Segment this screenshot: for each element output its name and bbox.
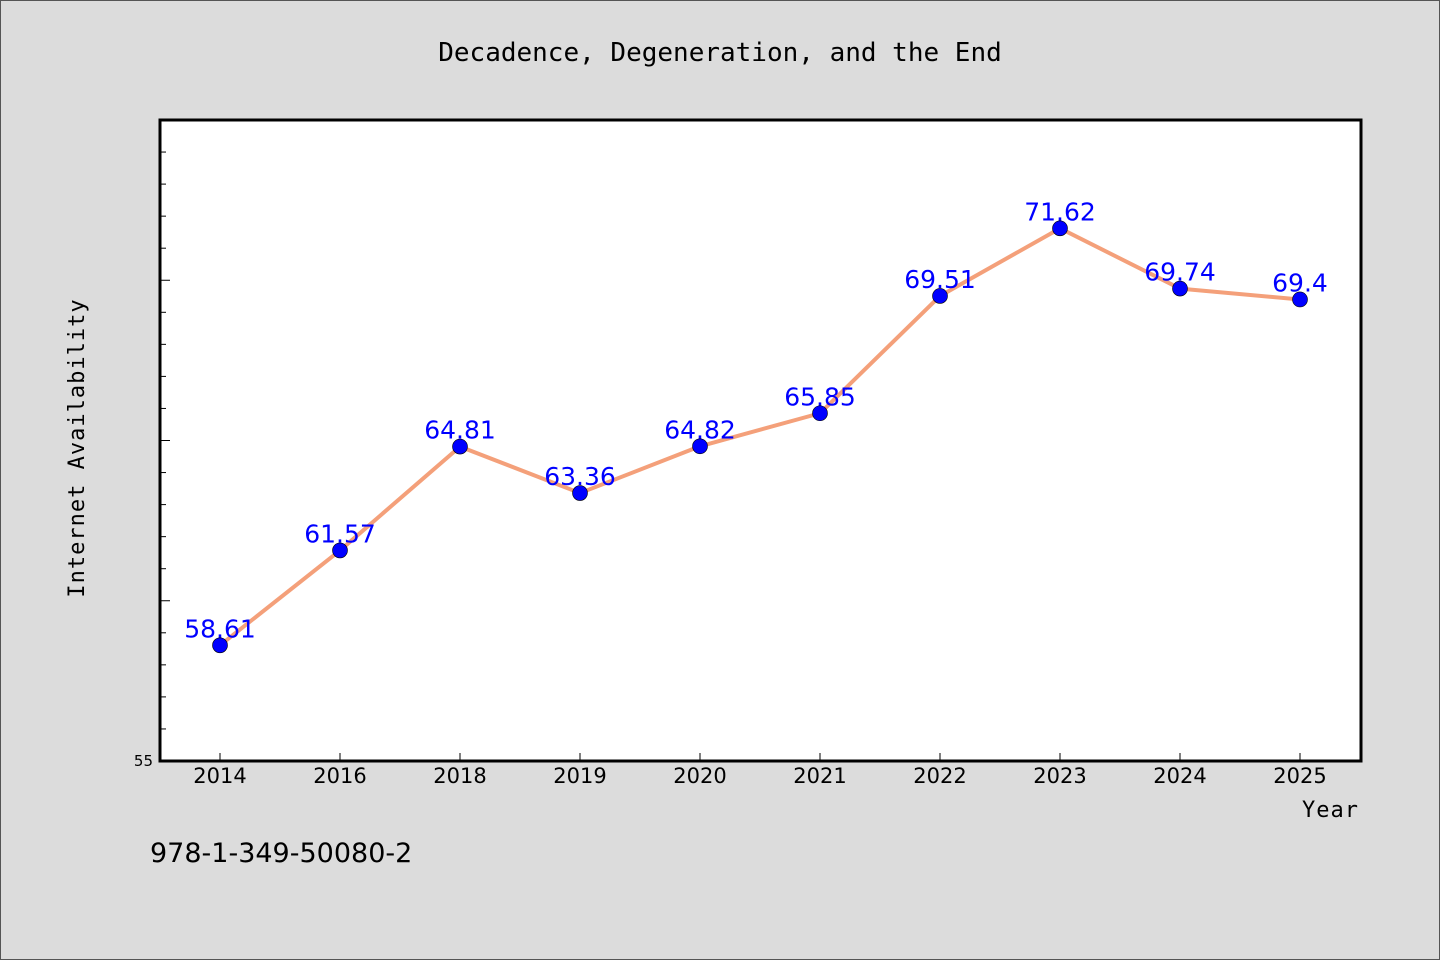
data-label: 61.57	[304, 519, 376, 548]
x-axis-label: Year	[1302, 798, 1359, 823]
series-line-group	[218, 226, 1302, 648]
data-point	[1052, 220, 1068, 237]
x-tick-label: 2022	[913, 764, 966, 788]
data-point	[932, 288, 948, 304]
y-axis-label: Internet Availability	[65, 298, 90, 597]
data-label: 58.61	[184, 614, 256, 643]
data-points	[212, 220, 1308, 654]
data-point	[332, 542, 348, 559]
data-label: 64.82	[664, 415, 736, 444]
x-tick-label: 2023	[1033, 764, 1086, 788]
data-label: 69.4	[1272, 268, 1328, 297]
data-point	[1172, 280, 1188, 297]
data-label: 69.74	[1144, 258, 1216, 287]
data-point	[1292, 291, 1308, 308]
series-line	[218, 226, 1302, 648]
data-point	[572, 485, 588, 501]
data-point	[212, 637, 228, 654]
data-label: 71.62	[1024, 197, 1096, 226]
data-label: 64.81	[424, 416, 496, 445]
footer-isbn: 978-1-349-50080-2	[150, 838, 412, 869]
data-point	[812, 405, 828, 422]
data-point	[452, 438, 468, 455]
data-label: 69.51	[904, 265, 976, 294]
data-label: 63.36	[544, 462, 616, 491]
x-tick-label: 2020	[673, 764, 726, 788]
x-tick-label: 2014	[193, 764, 246, 788]
chart-title: Decadence, Degeneration, and the End	[438, 38, 1002, 68]
plot-area	[160, 120, 1361, 761]
x-tick-label: 2016	[313, 764, 366, 788]
data-labels: 58.61 61.57 64.81 63.36 64.82 65.85 69.51 71.62…	[184, 197, 1328, 643]
x-tick-label: 2019	[553, 764, 606, 788]
data-label: 65.85	[784, 382, 856, 411]
x-tick-label: 2018	[433, 764, 486, 788]
plot-border	[158, 118, 1363, 763]
x-axis-ticks: 2014 2016 2018 2019 2020 2021 2022 2023 2024 2025	[193, 753, 1327, 788]
x-tick-label: 2025	[1273, 764, 1326, 788]
y-tick-label-min: 55	[134, 752, 153, 770]
x-tick-label: 2024	[1153, 764, 1206, 788]
data-point	[692, 438, 708, 455]
x-tick-label: 2021	[793, 764, 846, 788]
